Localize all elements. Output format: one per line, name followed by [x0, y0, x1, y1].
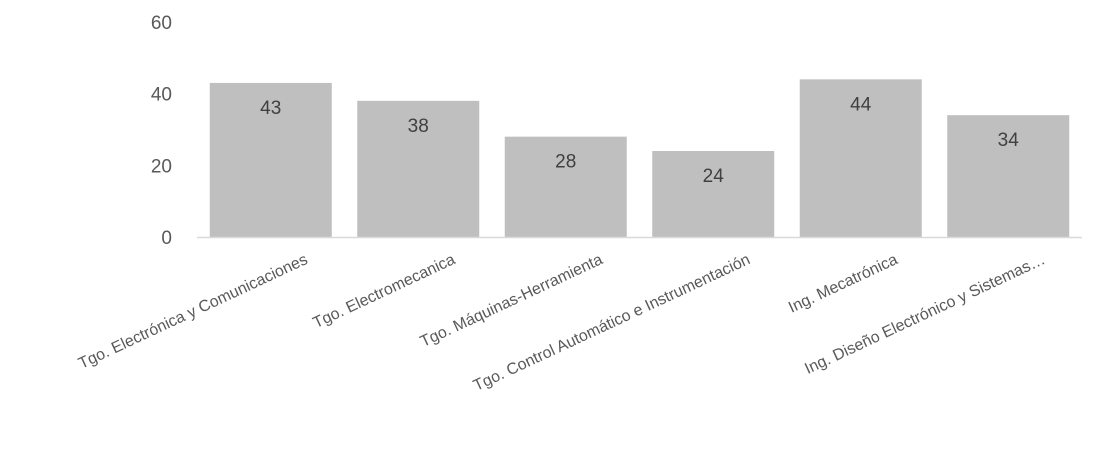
- y-tick-label: 20: [151, 156, 172, 177]
- bar: [357, 100, 480, 237]
- bar: [209, 82, 332, 238]
- y-tick-label: 60: [151, 13, 172, 34]
- bar-value-label: 43: [260, 98, 281, 119]
- category-label: Tgo. Electrónica y Comunicaciones: [76, 251, 310, 372]
- bar-value-label: 24: [703, 166, 725, 187]
- y-tick-label: 0: [161, 228, 172, 249]
- category-label: Ing. Mecatrónica: [786, 251, 900, 316]
- bars: [209, 79, 1070, 238]
- bar-value-label: 44: [850, 94, 872, 115]
- y-axis-ticks: 0 20 40 60: [151, 13, 172, 249]
- category-label: Ing. Diseño Electrónico y Sistemas…: [802, 251, 1048, 378]
- bar: [799, 79, 922, 237]
- category-label: Tgo. Electromecanica: [311, 251, 459, 332]
- bar: [652, 151, 775, 237]
- y-tick-label: 40: [151, 85, 172, 106]
- bar: [504, 136, 627, 237]
- category-labels: Tgo. Electrónica y Comunicaciones Tgo. El…: [76, 251, 1048, 395]
- bar-value-label: 38: [408, 116, 429, 137]
- bar-value-label: 34: [998, 130, 1020, 151]
- category-label: Tgo. Control Automático e Instrumentació…: [471, 251, 753, 395]
- bar-value-label: 28: [555, 152, 576, 173]
- data-labels: 43 38 28 24 44 34: [260, 94, 1019, 187]
- bar: [947, 115, 1070, 237]
